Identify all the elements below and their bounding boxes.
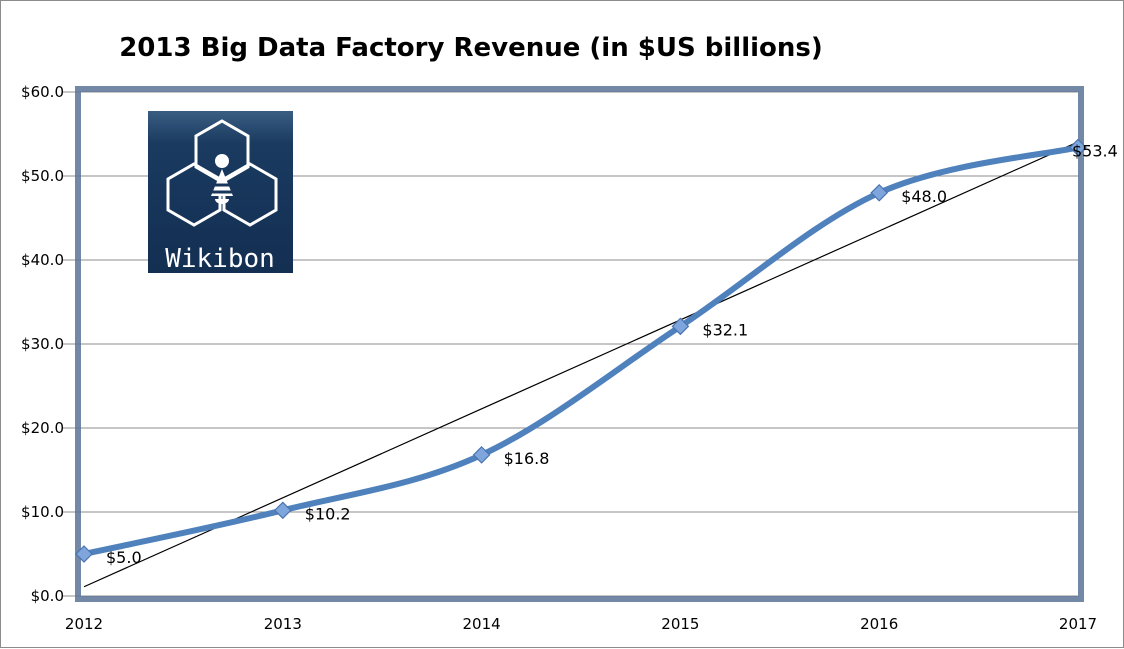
y-tick-label: $10.0 — [21, 503, 64, 521]
chart-title: 2013 Big Data Factory Revenue (in $US bi… — [119, 33, 823, 63]
data-label: $32.1 — [702, 320, 748, 339]
y-tick-label: $30.0 — [21, 335, 64, 353]
data-point-marker — [75, 545, 93, 563]
data-label: $10.2 — [305, 504, 351, 523]
y-tick-label: $50.0 — [21, 167, 64, 185]
data-point-marker — [472, 446, 491, 464]
data-point-marker — [671, 317, 690, 336]
data-point-marker — [1069, 138, 1087, 157]
data-label: $53.4 — [1072, 141, 1118, 160]
plot-frame — [75, 86, 1084, 602]
y-tick-label: $60.0 — [21, 83, 64, 101]
x-tick-label: 2013 — [264, 615, 302, 633]
data-point-marker — [273, 501, 292, 520]
x-tick-label: 2014 — [463, 615, 501, 633]
y-tick-label: $0.0 — [31, 587, 64, 605]
data-point-marker — [870, 183, 889, 202]
data-label: $5.0 — [106, 548, 142, 567]
x-tick-label: 2017 — [1059, 615, 1097, 633]
x-tick-label: 2016 — [860, 615, 898, 633]
x-tick-label: 2015 — [661, 615, 699, 633]
trendline — [83, 141, 1079, 588]
x-tick-label: 2012 — [65, 615, 103, 633]
data-label: $16.8 — [504, 449, 550, 468]
wikibon-logo: Wikibon — [148, 111, 293, 274]
series-line-revenue — [81, 144, 1081, 557]
y-tick-label: $40.0 — [21, 251, 64, 269]
logo-text: Wikibon — [165, 244, 275, 274]
y-tick-label: $20.0 — [21, 419, 64, 437]
data-label: $48.0 — [901, 187, 947, 206]
